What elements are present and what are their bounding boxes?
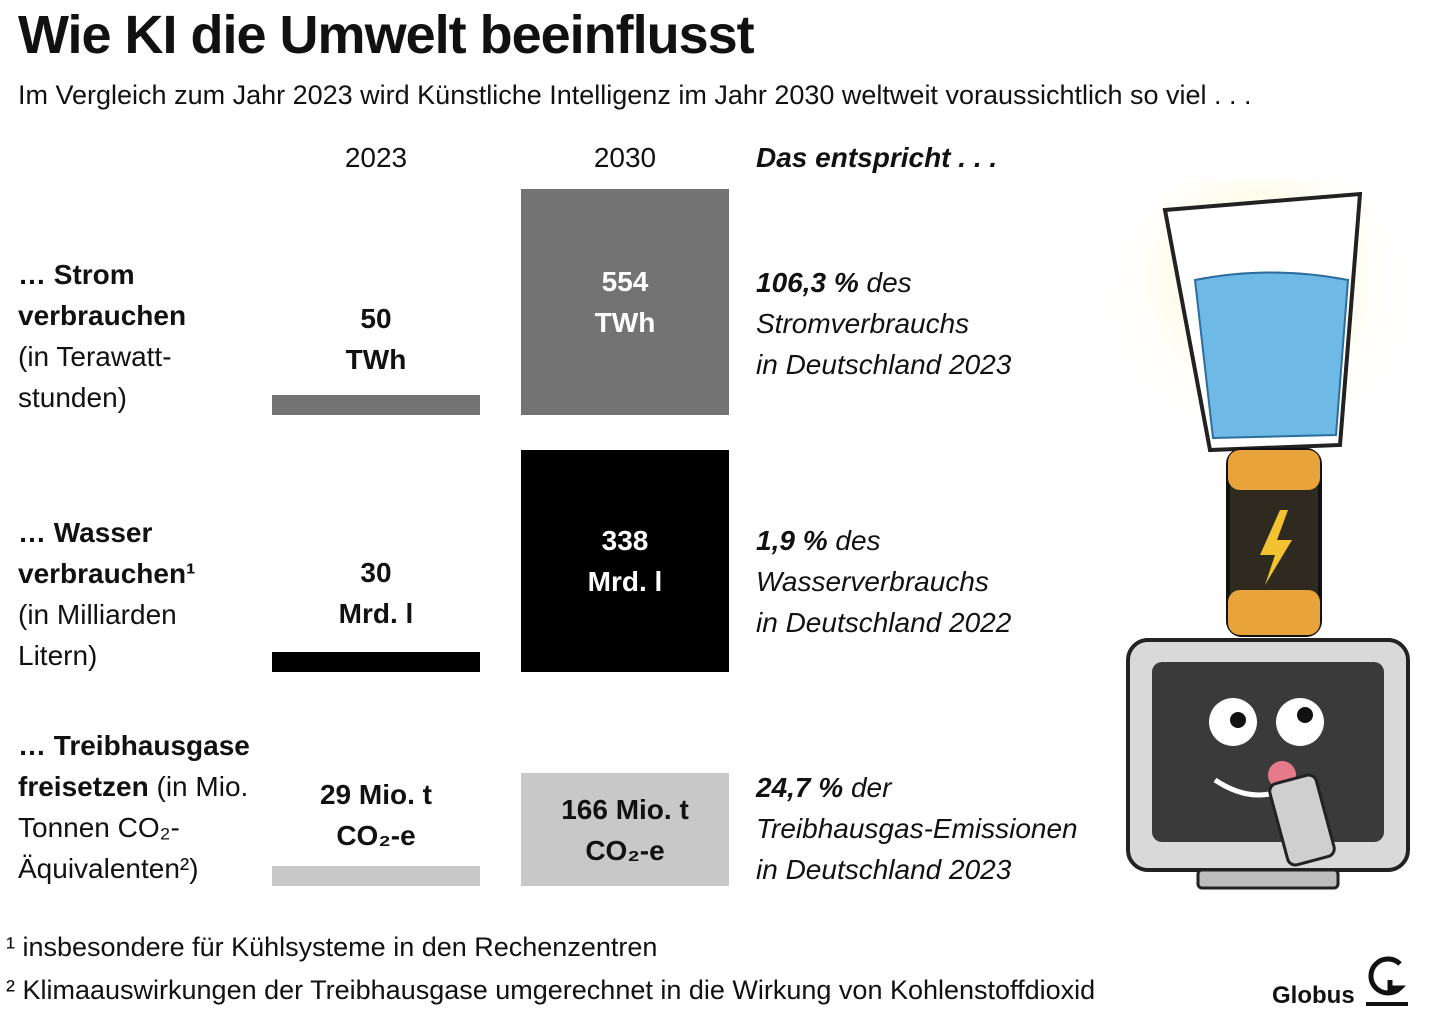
value-label: 30 Mrd. l <box>338 557 414 629</box>
equivalent: 106,3 % des Stromverbrauchs in Deutschla… <box>756 262 1011 385</box>
bar <box>521 449 729 672</box>
row-label-note: (in Terawatt- stunden) <box>18 341 172 413</box>
column-header: 2030 <box>593 142 657 173</box>
row-label-main: … Strom verbrauchen <box>18 259 187 331</box>
bar <box>272 652 480 672</box>
equivalent-value: 106,3 % <box>756 267 859 298</box>
footnote: ² Klimaauswirkungen der Treibhausgase um… <box>6 975 1096 1005</box>
row-label: … Strom verbrauchen (in Terawatt- stunde… <box>18 254 186 418</box>
row-label: … Treibhausgase freisetzen (in Mio. Tonn… <box>18 725 250 889</box>
row-label-note: (in Mio. Tonnen CO₂- Äquivalenten²) <box>18 771 249 884</box>
equivalent: 1,9 % des Wasserverbrauchs in Deutschlan… <box>756 520 1011 643</box>
equivalent-value: 1,9 % <box>756 525 828 556</box>
equivalent: 24,7 % der Treibhausgas-Emissionen in De… <box>756 767 1078 890</box>
bar <box>521 188 729 415</box>
equivalent-value: 24,7 % <box>756 772 844 803</box>
row-label-main: … Treibhausgase freisetzen <box>18 730 250 802</box>
column-header: 2023 <box>344 142 408 173</box>
bar <box>272 394 480 415</box>
equivalent-text: des Wasserverbrauchs in Deutschland 2022 <box>756 525 1012 638</box>
footnote: ¹ insbesondere für Kühlsysteme in den Re… <box>6 932 658 962</box>
value-label: 166 Mio. t CO₂-e <box>561 793 689 866</box>
value-label: 554 TWh <box>594 265 656 338</box>
value-label: 29 Mio. t CO₂-e <box>319 779 432 851</box>
bar <box>272 866 480 886</box>
illustration <box>1110 180 1410 890</box>
logo <box>1366 956 1408 1006</box>
column-header: Das entspricht . . . <box>756 142 998 173</box>
subtitle: Im Vergleich zum Jahr 2023 wird Künstlic… <box>18 80 1252 110</box>
value-label: 50 TWh <box>345 303 407 375</box>
equivalent-text: des Stromverbrauchs in Deutschland 2023 <box>756 267 1012 380</box>
bar <box>521 773 729 886</box>
row-label-main: … Wasser verbrauchen¹ <box>18 517 196 589</box>
row-label: … Wasser verbrauchen¹ (in Milliarden Lit… <box>18 512 195 676</box>
title: Wie KI die Umwelt beeinflusst <box>18 5 755 65</box>
source: Globus <box>1272 982 1355 1009</box>
equivalent-text: der Treibhausgas-Emissionen in Deutschla… <box>756 772 1078 885</box>
value-label: 338 Mrd. l <box>587 524 663 597</box>
row-label-note: (in Milliarden Litern) <box>18 599 177 671</box>
